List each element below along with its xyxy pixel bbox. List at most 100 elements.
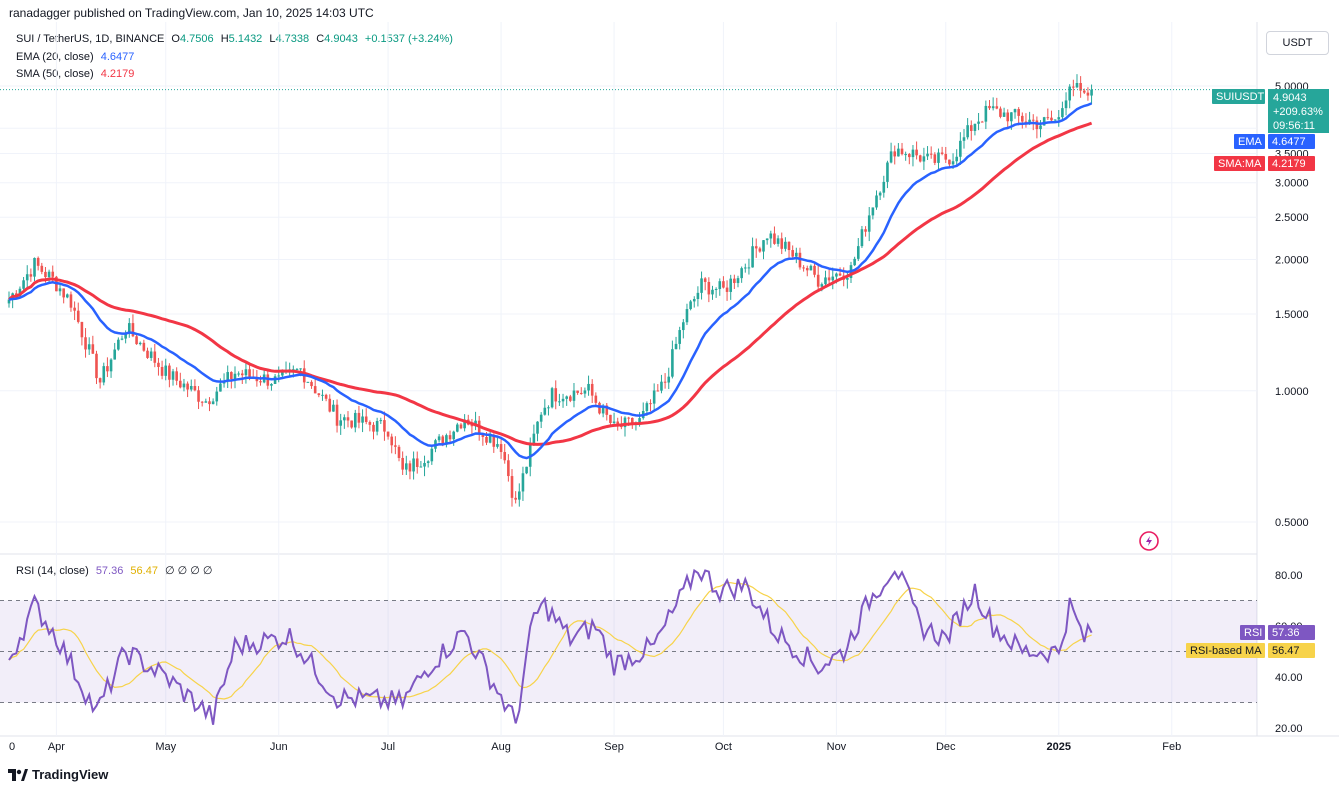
candle-body [339, 420, 342, 426]
candle [113, 342, 117, 360]
candle-body [514, 497, 517, 500]
candle [773, 226, 776, 245]
candle-body [758, 248, 762, 252]
candle-body [740, 268, 743, 279]
flash-icon[interactable] [1139, 531, 1159, 551]
candle-body [692, 298, 696, 302]
candle [977, 112, 980, 131]
candle-body [510, 476, 514, 498]
candle-body [233, 373, 237, 380]
candle-body [660, 381, 663, 391]
candle [1035, 116, 1039, 139]
candle-body [73, 307, 76, 311]
candle-body [394, 445, 397, 447]
candle-body [357, 412, 361, 423]
candle-body [507, 460, 510, 477]
candle [226, 365, 229, 389]
sma-legend[interactable]: SMA (50, close) 4.2179 [16, 68, 134, 80]
candle-body [867, 215, 871, 232]
candle [127, 318, 131, 338]
candle-body [1006, 112, 1010, 122]
candle-body [47, 271, 51, 278]
candle-body [1072, 86, 1075, 88]
candle [758, 246, 762, 253]
candle-body [860, 229, 864, 247]
candle-body [135, 336, 138, 345]
candle-body [277, 375, 281, 377]
candle-body [408, 463, 412, 472]
candle-body [780, 238, 784, 249]
rsi-legend-value: 57.36 [95, 565, 124, 577]
candle-body [127, 323, 131, 333]
candle [350, 420, 353, 429]
candle [554, 380, 558, 410]
rsi-tag[interactable]: RSI [1240, 625, 1265, 640]
candle [233, 366, 237, 389]
open-value: 4.7506 [179, 33, 214, 45]
candle-body [95, 353, 98, 379]
candle-body [652, 390, 656, 404]
candle-body [649, 403, 652, 405]
candle [295, 368, 299, 371]
candle [321, 389, 324, 401]
ema-value-tag[interactable]: 4.6477 [1268, 134, 1315, 149]
candle-body [558, 401, 561, 403]
candle-body [146, 350, 149, 358]
symbol-tag[interactable]: SUIUSDT [1212, 89, 1265, 104]
candle [813, 263, 816, 278]
candle-body [332, 404, 335, 412]
tradingview-logo[interactable]: TradingView [8, 767, 108, 782]
currency-button[interactable]: USDT [1266, 31, 1329, 55]
candle-body [922, 156, 926, 162]
candle [394, 436, 397, 455]
candle [543, 399, 547, 416]
candle-body [350, 420, 353, 428]
rsi-ma-tag[interactable]: RSI-based MA [1186, 643, 1265, 658]
candle-body [897, 148, 900, 157]
candle-body [966, 125, 969, 138]
candle [240, 369, 244, 384]
candle [204, 398, 208, 403]
candle [1079, 76, 1082, 98]
ema-tag[interactable]: EMA [1234, 134, 1265, 149]
candle-body [893, 151, 897, 157]
rsi-legend[interactable]: RSI (14, close) 57.36 56.47 ∅ ∅ ∅ ∅ [16, 564, 213, 577]
candle-body [153, 351, 157, 363]
candle [456, 422, 459, 433]
candle [860, 225, 864, 248]
candle-body [711, 289, 714, 295]
candle [915, 141, 918, 160]
candle-body [131, 323, 135, 337]
candle-body [1053, 119, 1057, 121]
symbol-label[interactable]: SUI / TetherUS, 1D, BINANCE [16, 33, 165, 45]
candle [867, 207, 871, 242]
candle-body [609, 414, 612, 423]
candle [510, 469, 514, 507]
candle [1017, 107, 1020, 126]
candle-body [969, 125, 973, 131]
candle-body [33, 257, 36, 277]
sma-tag[interactable]: SMA:MA [1214, 156, 1265, 171]
rsi-value-tag[interactable]: 57.36 [1268, 625, 1315, 640]
ema-legend[interactable]: EMA (20, close) 4.6477 [16, 51, 134, 63]
candle-body [838, 273, 842, 276]
sma-value-tag[interactable]: 4.2179 [1268, 156, 1315, 171]
candle [76, 302, 80, 324]
time-tick-label: Sep [604, 741, 624, 753]
candle-body [1013, 109, 1017, 113]
candle [1050, 110, 1053, 122]
candle [878, 191, 882, 201]
rsi-ma-value-tag[interactable]: 56.47 [1268, 643, 1315, 658]
candle [973, 123, 977, 136]
candle-body [58, 288, 62, 292]
sma-line [8, 121, 1093, 446]
candle-body [219, 383, 222, 392]
candle-body [157, 362, 160, 367]
candle [120, 335, 124, 341]
candle [620, 416, 623, 430]
candle [853, 256, 856, 267]
candle [182, 378, 186, 392]
candle-body [459, 424, 463, 429]
candle-body [547, 407, 550, 409]
